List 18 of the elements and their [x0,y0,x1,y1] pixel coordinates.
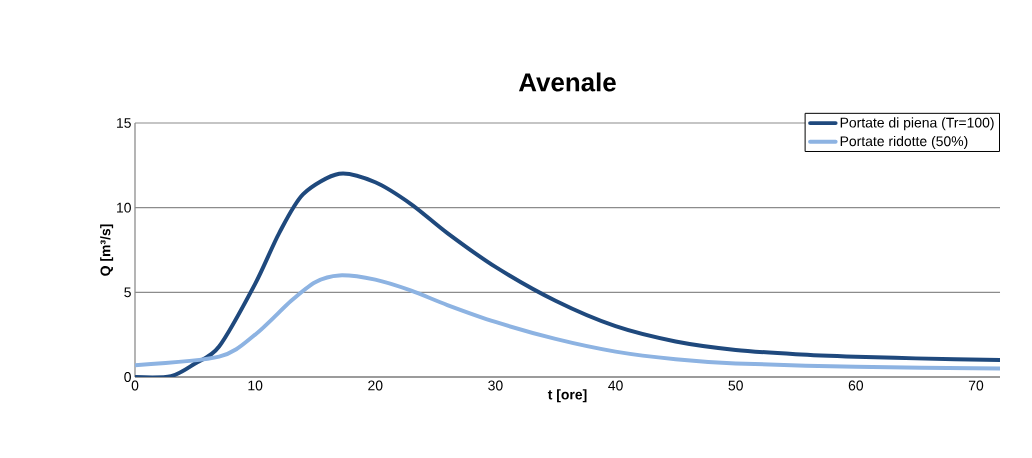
y-tick-label: 5 [124,287,131,298]
x-tick-label: 0 [131,380,139,391]
y-tick-label: 15 [117,118,131,128]
legend-label: Portate di piena (Tr=100) [840,117,994,131]
x-tick-label: 10 [248,380,263,391]
x-axis-title: t [ore] [547,389,587,403]
x-tick-label: 60 [848,380,864,391]
y-tick-label: 10 [117,202,131,213]
y-axis-title: Q [m³/s] [100,224,114,276]
chart-title: Avenale [518,72,616,92]
line-series [135,273,1001,371]
legend-label: Portate ridotte (50%) [840,135,968,149]
x-tick-label: 40 [608,380,623,391]
x-tick-label: 70 [968,380,984,391]
x-tick-label: 50 [728,380,743,391]
x-tick-label: 30 [488,380,503,391]
x-tick-label: 20 [368,380,383,391]
y-tick-label: 0 [124,372,131,382]
